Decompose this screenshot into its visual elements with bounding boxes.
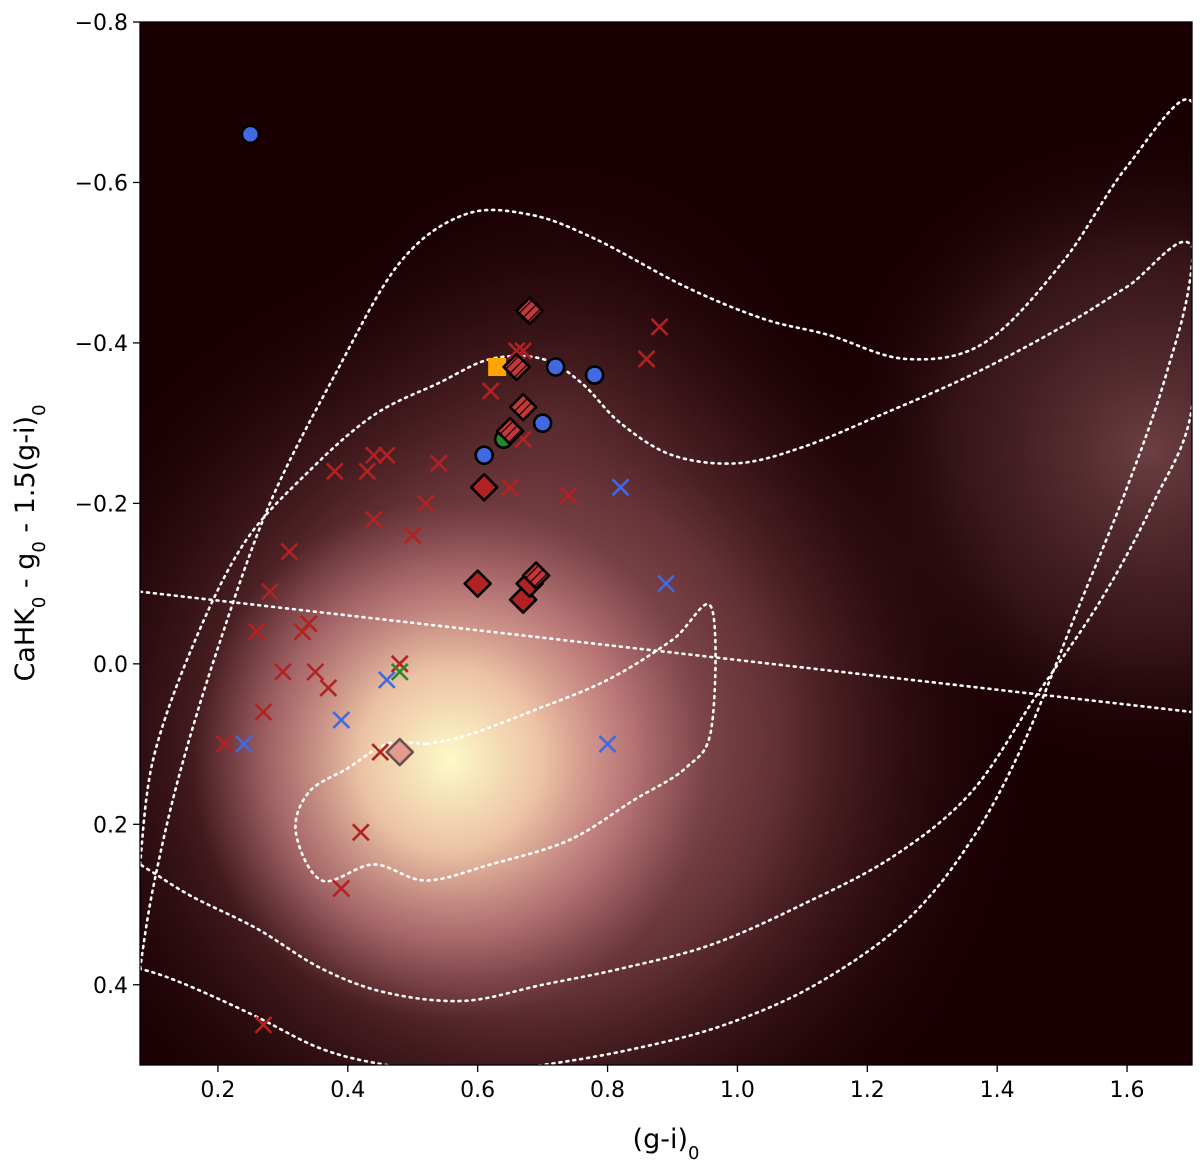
y-axis: −0.8 −0.6 −0.4 −0.2 0.0 0.2 0.4 <box>75 11 140 999</box>
point-cross <box>416 494 435 513</box>
point-cross <box>390 654 409 673</box>
y-tick-label: 0.4 <box>93 974 128 999</box>
x-tick-label: 1.4 <box>980 1078 1015 1103</box>
y-tick-label: −0.2 <box>75 492 128 517</box>
density-glow-core <box>140 22 1192 1065</box>
point-cross <box>351 823 370 842</box>
point-cross <box>559 486 578 505</box>
point-diamond-hatched <box>515 296 544 326</box>
point-cross <box>319 678 338 697</box>
x-tick-label: 0.2 <box>200 1078 235 1103</box>
point-diamond-hatched <box>508 392 538 422</box>
point-cross <box>429 454 448 473</box>
point-cross <box>260 582 279 601</box>
point-cross <box>280 542 299 561</box>
plot-area <box>140 22 1192 1065</box>
point-cross <box>234 735 253 753</box>
point-cross <box>501 478 520 497</box>
point-cross <box>299 614 318 633</box>
point-diamond-hatched <box>521 561 551 590</box>
point-cross <box>306 662 325 681</box>
x-axis-label: (g-i)0 <box>633 1124 700 1164</box>
point-cross <box>332 711 351 729</box>
contour-level-2 <box>140 240 1192 1003</box>
x-tick-label: 1.0 <box>720 1078 755 1103</box>
point-circle <box>240 124 261 145</box>
series-green-cross <box>390 662 409 681</box>
point-cross <box>390 662 409 681</box>
point-cross <box>637 350 656 368</box>
point-cross <box>377 446 396 465</box>
point-cross <box>254 1015 273 1034</box>
point-circle <box>532 413 553 433</box>
point-diamond <box>463 569 492 598</box>
y-tick-label: −0.6 <box>75 171 128 196</box>
dividing-line <box>140 590 1192 714</box>
y-tick-label: −0.8 <box>75 11 128 36</box>
point-cross <box>657 574 675 593</box>
point-diamond-hatched <box>502 352 531 382</box>
y-tick-label: 0.0 <box>93 653 128 678</box>
point-cross <box>481 382 500 400</box>
plot-frame <box>139 21 1193 1066</box>
point-cross <box>403 526 422 545</box>
x-tick-label: 1.6 <box>1110 1078 1145 1103</box>
point-diamond-hatched <box>495 416 525 446</box>
point-cross <box>377 670 396 689</box>
point-cross <box>325 462 344 481</box>
point-cross <box>215 735 234 753</box>
point-cross <box>650 317 669 336</box>
contour-level-1 <box>294 603 717 883</box>
point-cross <box>247 622 266 641</box>
x-tick-label: 1.2 <box>850 1078 885 1103</box>
y-tick-label: 0.2 <box>93 813 128 838</box>
point-cross <box>332 879 351 898</box>
series-pink-diamond <box>385 737 415 767</box>
point-circle <box>545 357 566 377</box>
point-cross <box>273 662 292 681</box>
point-cross <box>254 703 273 721</box>
point-cross <box>611 478 630 497</box>
point-cross <box>364 510 383 529</box>
series-red-crosses <box>215 317 669 1034</box>
data-markers <box>215 124 675 1034</box>
point-cross <box>364 446 383 465</box>
point-cross <box>507 342 526 360</box>
series-hatched-diamonds <box>495 296 551 590</box>
series-blue-crosses <box>234 478 675 753</box>
x-tick-label: 0.8 <box>590 1078 625 1103</box>
point-square <box>488 357 507 376</box>
y-tick-label: −0.4 <box>75 332 128 357</box>
point-cross <box>358 462 377 481</box>
point-cross <box>371 743 390 762</box>
series-orange-square <box>488 357 507 376</box>
density-contours <box>140 98 1192 1065</box>
series-blue-circles <box>240 124 605 466</box>
point-circle <box>584 365 605 385</box>
x-tick-label: 0.4 <box>330 1078 365 1103</box>
point-diamond <box>469 473 499 502</box>
x-tick-label: 0.6 <box>460 1078 495 1103</box>
point-diamond <box>385 737 415 767</box>
point-cross <box>598 735 617 753</box>
y-axis-label: CaHK0 - g0 - 1.5(g-i)0 <box>10 404 50 681</box>
x-axis: 0.2 0.4 0.6 0.8 1.0 1.2 1.4 1.6 <box>200 1065 1145 1103</box>
point-circle <box>474 445 494 466</box>
